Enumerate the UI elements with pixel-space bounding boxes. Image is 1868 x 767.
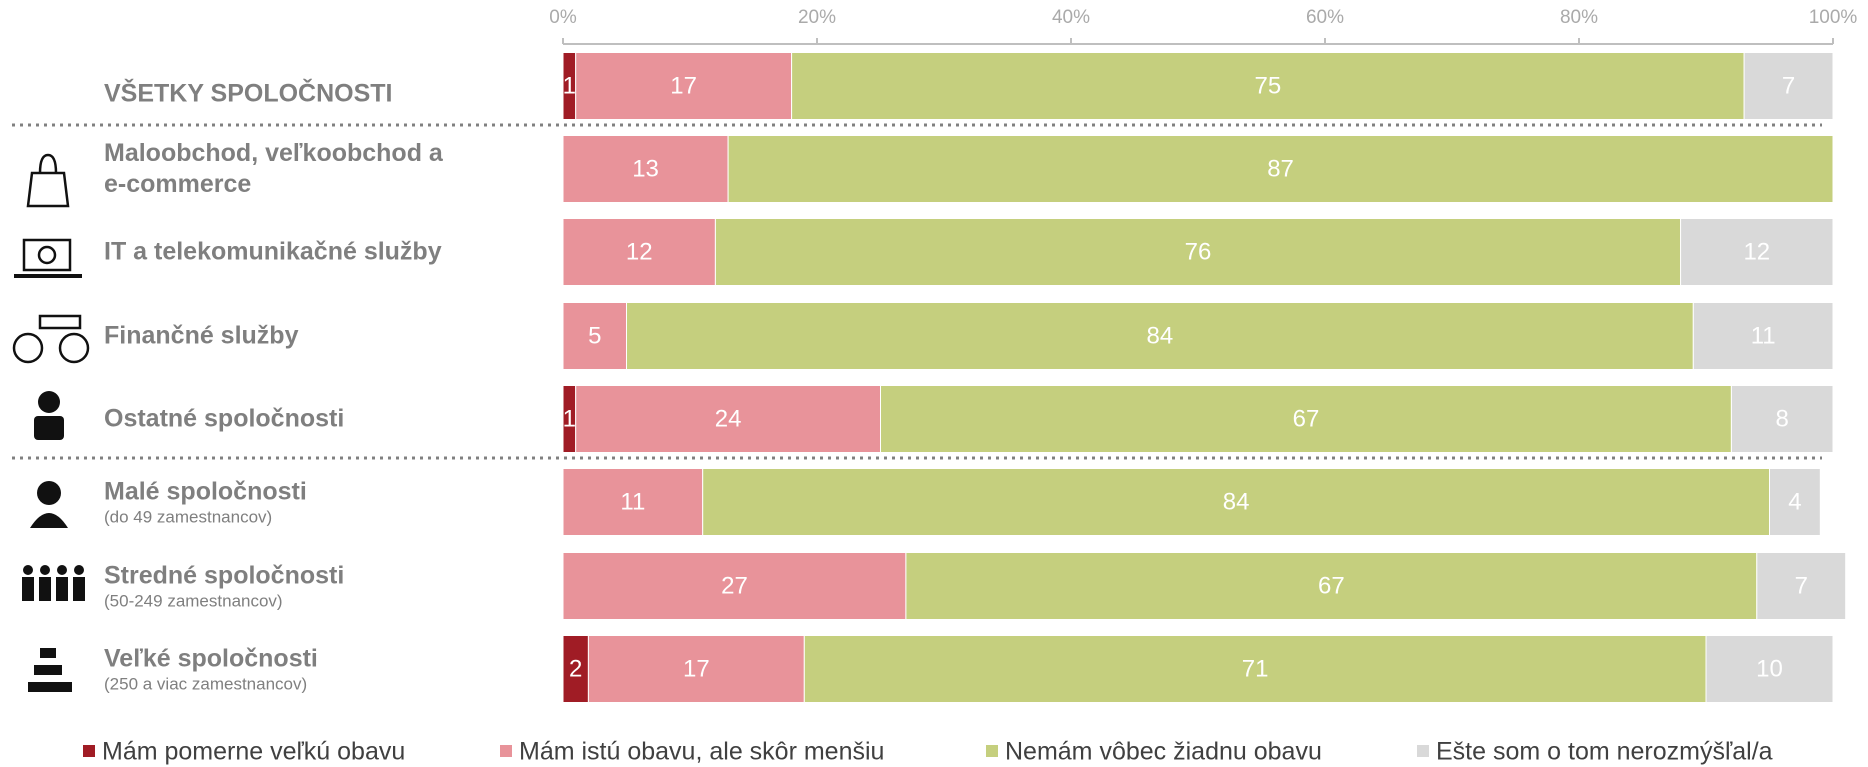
legend-swatch — [1417, 745, 1429, 757]
icon-woman — [30, 513, 68, 528]
bar-label: 1 — [563, 405, 576, 432]
bar-segment — [727, 135, 1834, 203]
bar-label: 84 — [1147, 322, 1174, 349]
bar-segment — [905, 552, 1758, 620]
category-name: Finančné služby — [104, 321, 299, 350]
icon-person — [38, 391, 60, 413]
icons-filled — [22, 391, 85, 692]
bar-segment — [714, 218, 1682, 286]
bar-label: 5 — [588, 322, 601, 349]
bar-label: 71 — [1242, 655, 1269, 682]
bar-segment — [1756, 552, 1847, 620]
category-name: Veľké spoločnosti — [104, 644, 318, 673]
category-name: Stredné spoločnosti — [104, 561, 345, 590]
bar-segment — [791, 52, 1745, 120]
bar-label: 7 — [1795, 572, 1808, 599]
bar-segment — [562, 468, 704, 536]
bar-segment — [562, 635, 589, 703]
category-label: VŠETKY SPOLOČNOSTI — [104, 79, 444, 110]
category-name: Malé spoločnosti — [104, 477, 307, 506]
bar-label: 84 — [1223, 488, 1250, 515]
bar-segment — [562, 302, 627, 370]
category-note: (250 a viac zamestnancov) — [104, 674, 308, 694]
icon-moneybag — [12, 332, 44, 364]
bar-segment — [1769, 468, 1821, 536]
icon-person — [34, 416, 64, 440]
bar-label: 11 — [620, 488, 645, 515]
bar-segment — [1705, 635, 1834, 703]
legend-label: Ešte som o tom nerozmýšľal/a — [1436, 738, 1773, 766]
bar-segment — [575, 385, 881, 453]
bar-label: 17 — [683, 655, 710, 682]
bar-segment — [587, 635, 805, 703]
category-label: Finančné služby — [104, 321, 444, 352]
x-tick-label: 0% — [549, 7, 577, 28]
legend-label: Nemám vôbec žiadnu obavu — [1005, 738, 1322, 766]
category-label: Stredné spoločnosti (50-249 zamestnancov) — [104, 561, 444, 612]
bar-segment — [803, 635, 1707, 703]
category-note: (do 49 zamestnancov) — [104, 507, 273, 527]
category-name: IT a telekomunikačné služby — [104, 237, 442, 266]
bar-label: 27 — [721, 572, 748, 599]
icons — [12, 153, 90, 364]
bar-segment — [575, 52, 793, 120]
bar-label: 24 — [715, 405, 742, 432]
bar-segment — [562, 552, 907, 620]
x-tick-label: 80% — [1560, 7, 1598, 28]
bar-segment — [1730, 385, 1834, 453]
icon-cash — [38, 314, 82, 330]
bar-segment — [562, 135, 729, 203]
category-name: Ostatné spoločnosti — [104, 404, 345, 433]
bar-segment — [1743, 52, 1834, 120]
bar-label: 2 — [569, 655, 582, 682]
x-tick-label: 100% — [1809, 7, 1858, 28]
bar-label: 4 — [1788, 488, 1801, 515]
category-label: Veľké spoločnosti (250 a viac zamestnanco… — [104, 644, 444, 695]
category-name: Maloobchod, veľkoobchod a e-commerce — [104, 139, 443, 198]
legend-swatch — [986, 745, 998, 757]
icon-bag — [26, 153, 70, 208]
bar-label: 7 — [1782, 72, 1795, 99]
legend-swatch — [83, 745, 95, 757]
legend-label: Mám istú obavu, ale skôr menšiu — [519, 738, 884, 766]
bar-label: 1 — [563, 72, 576, 99]
bar-segment — [702, 468, 1771, 536]
bar-label: 87 — [1267, 155, 1294, 182]
icon-moneybag — [58, 332, 90, 364]
bar-label: 75 — [1254, 72, 1281, 99]
bar-segment — [1680, 218, 1834, 286]
category-label: Malé spoločnosti (do 49 zamestnancov) — [104, 477, 444, 528]
icon-woman — [37, 481, 61, 505]
bar-label: 8 — [1776, 405, 1789, 432]
icon-globe — [37, 245, 57, 265]
icon-group — [22, 565, 85, 601]
category-name: VŠETKY SPOLOČNOSTI — [104, 79, 393, 108]
bar-label: 17 — [670, 72, 697, 99]
category-label: Ostatné spoločnosti — [104, 404, 444, 435]
bar-label: 12 — [1743, 238, 1770, 265]
bar-label: 12 — [626, 238, 653, 265]
legend-swatch — [500, 745, 512, 757]
x-tick-label: 40% — [1052, 7, 1090, 28]
bar-segment — [1692, 302, 1834, 370]
legend-label: Mám pomerne veľkú obavu — [102, 738, 405, 766]
bar-label: 10 — [1756, 655, 1783, 682]
bar-label: 13 — [632, 155, 659, 182]
bar-label: 76 — [1185, 238, 1212, 265]
bar-segment — [880, 385, 1732, 453]
bar-label: 67 — [1318, 572, 1345, 599]
icon-crowd — [28, 648, 72, 692]
bar-segment — [626, 302, 1694, 370]
category-label: IT a telekomunikačné služby — [104, 237, 444, 268]
category-label: Maloobchod, veľkoobchod a e-commerce — [104, 138, 444, 200]
icon-laptop — [22, 238, 72, 272]
x-tick-label: 20% — [798, 7, 836, 28]
bar-label: 11 — [1751, 322, 1776, 349]
x-tick-label: 60% — [1306, 7, 1344, 28]
category-note: (50-249 zamestnancov) — [104, 591, 283, 611]
bar-label: 67 — [1293, 405, 1320, 432]
